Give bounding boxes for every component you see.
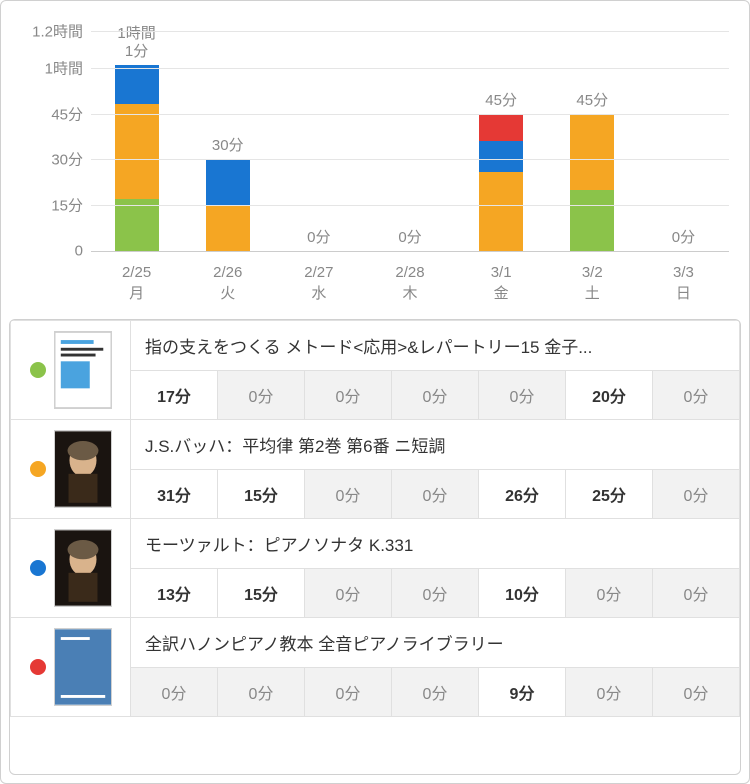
practice-time-cell[interactable]: 0分: [392, 470, 479, 519]
y-tick-label: 30分: [51, 149, 83, 170]
app-container: 1.2時間1時間45分30分15分0 1時間1分30分0分0分45分45分0分 …: [0, 0, 750, 784]
practice-time-cell[interactable]: 0分: [218, 371, 305, 420]
book-thumbnail[interactable]: [54, 628, 112, 706]
practice-time-cell[interactable]: 0分: [566, 668, 653, 717]
piece-title[interactable]: J.S.バッハ：平均律 第2巻 第6番 ニ短調: [131, 420, 740, 470]
book-thumbnail[interactable]: [54, 529, 112, 607]
practice-time-cell[interactable]: 15分: [218, 569, 305, 618]
piece-title[interactable]: 指の支えをつくる メトード<応用>&レパートリー15 金子...: [131, 321, 740, 371]
y-tick-label: 1.2時間: [32, 21, 83, 42]
series-color-dot: [30, 461, 46, 477]
practice-time-cell[interactable]: 17分: [131, 371, 218, 420]
series-color-dot: [30, 362, 46, 378]
bar-segment-red: [479, 114, 523, 142]
weekly-practice-chart: 1.2時間1時間45分30分15分0 1時間1分30分0分0分45分45分0分 …: [1, 1, 749, 311]
series-color-dot: [30, 560, 46, 576]
y-tick-label: 1時間: [45, 57, 83, 78]
chart-plot-area: 1時間1分 30分 0分 0分 45分 45分 0分: [91, 31, 729, 251]
practice-time-cell[interactable]: 0分: [305, 470, 392, 519]
bar-total-label: 0分: [398, 229, 421, 247]
bar-column[interactable]: 45分: [547, 31, 638, 251]
practice-time-cell[interactable]: 13分: [131, 569, 218, 618]
practice-time-cell[interactable]: 31分: [131, 470, 218, 519]
piece-title[interactable]: モーツァルト：ピアノソナタ K.331: [131, 519, 740, 569]
bar-segment-green: [115, 199, 159, 251]
practice-time-cell[interactable]: 0分: [479, 371, 566, 420]
bar-segment-green: [570, 190, 614, 251]
x-tick-label: 3/1金: [456, 256, 547, 311]
bar-segment-blue: [206, 159, 250, 205]
practice-breakdown-table: 指の支えをつくる メトード<応用>&レパートリー15 金子...17分0分0分0…: [9, 319, 741, 775]
practice-time-cell[interactable]: 0分: [218, 668, 305, 717]
y-tick-label: 15分: [51, 195, 83, 216]
bar-total-label: 0分: [307, 229, 330, 247]
x-tick-label: 2/25月: [91, 256, 182, 311]
bar-total-label: 45分: [576, 92, 608, 110]
practice-time-cell[interactable]: 25分: [566, 470, 653, 519]
series-indicator-cell: [11, 618, 131, 717]
practice-time-cell[interactable]: 0分: [653, 569, 740, 618]
bar-total-label: 45分: [485, 92, 517, 110]
bar-segment-blue: [115, 65, 159, 105]
x-tick-label: 2/28木: [364, 256, 455, 311]
bar-total-label: 30分: [212, 137, 244, 155]
x-tick-label: 2/26火: [182, 256, 273, 311]
series-indicator-cell: [11, 420, 131, 519]
bar-segment-orange: [115, 104, 159, 199]
practice-time-cell[interactable]: 10分: [479, 569, 566, 618]
y-tick-label: 45分: [51, 103, 83, 124]
practice-time-cell[interactable]: 0分: [653, 470, 740, 519]
x-tick-label: 3/2土: [547, 256, 638, 311]
practice-time-cell[interactable]: 0分: [392, 668, 479, 717]
piece-title[interactable]: 全訳ハノンピアノ教本 全音ピアノライブラリー: [131, 618, 740, 668]
bar-segment-blue: [479, 141, 523, 172]
chart-y-axis: 1.2時間1時間45分30分15分0: [21, 31, 91, 251]
practice-time-cell[interactable]: 26分: [479, 470, 566, 519]
bar-total-label: 0分: [672, 229, 695, 247]
bar-column[interactable]: 0分: [273, 31, 364, 251]
practice-time-cell[interactable]: 0分: [305, 371, 392, 420]
bar-column[interactable]: 30分: [182, 31, 273, 251]
practice-time-cell[interactable]: 0分: [131, 668, 218, 717]
practice-time-cell[interactable]: 20分: [566, 371, 653, 420]
series-indicator-cell: [11, 519, 131, 618]
practice-time-cell[interactable]: 0分: [305, 668, 392, 717]
book-thumbnail[interactable]: [54, 430, 112, 508]
series-color-dot: [30, 659, 46, 675]
x-tick-label: 2/27水: [273, 256, 364, 311]
chart-x-axis: 2/25月2/26火2/27水2/28木3/1金3/2土3/3日: [91, 256, 729, 311]
practice-time-cell[interactable]: 0分: [653, 371, 740, 420]
book-thumbnail[interactable]: [54, 331, 112, 409]
practice-time-cell[interactable]: 0分: [653, 668, 740, 717]
bar-column[interactable]: 0分: [638, 31, 729, 251]
series-indicator-cell: [11, 321, 131, 420]
x-tick-label: 3/3日: [638, 256, 729, 311]
practice-time-cell[interactable]: 0分: [305, 569, 392, 618]
y-tick-label: 0: [75, 243, 83, 260]
bar-segment-orange: [570, 114, 614, 190]
practice-time-cell[interactable]: 0分: [392, 371, 479, 420]
bar-column[interactable]: 45分: [456, 31, 547, 251]
bar-column[interactable]: 0分: [364, 31, 455, 251]
practice-time-cell[interactable]: 15分: [218, 470, 305, 519]
bar-segment-orange: [479, 172, 523, 251]
practice-time-cell[interactable]: 9分: [479, 668, 566, 717]
bar-segment-orange: [206, 205, 250, 251]
bar-column[interactable]: 1時間1分: [91, 31, 182, 251]
practice-time-cell[interactable]: 0分: [392, 569, 479, 618]
practice-time-cell[interactable]: 0分: [566, 569, 653, 618]
